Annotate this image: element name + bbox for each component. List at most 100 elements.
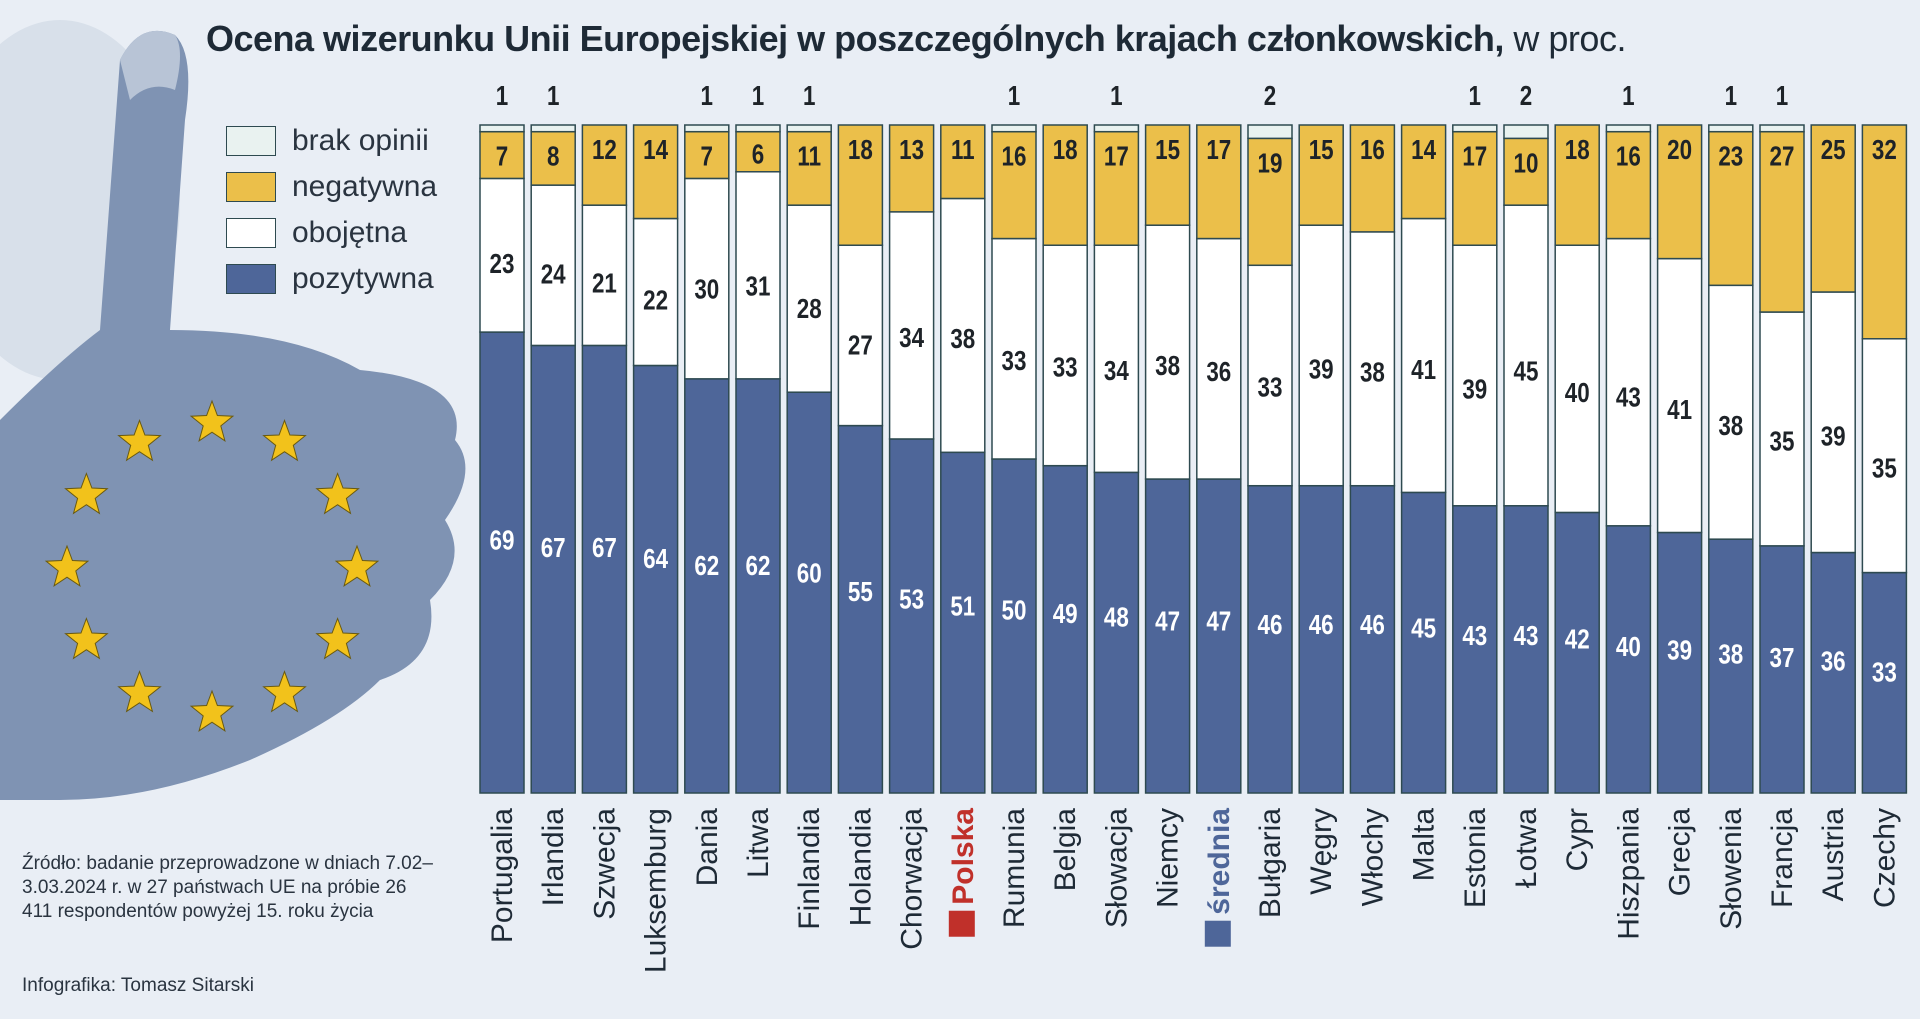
bar-segment-obojętna [530,184,576,347]
bar-Estonia: 43 39 17 1 [1452,81,1498,794]
bar-Niemcy: 47 38 15 [1144,124,1191,794]
value-label: 33 [1002,346,1027,377]
category-label: Grecja [1664,808,1697,897]
category-label: średnia [1203,808,1236,915]
bar-segment-negatywna [940,124,986,200]
value-label: 38 [1718,639,1743,670]
value-label: 12 [592,135,617,166]
value-label: 43 [1462,621,1487,652]
category-label: Polska [947,808,980,905]
value-label: 38 [1360,357,1385,388]
value-label: 10 [1514,148,1539,179]
value-label: 47 [1206,606,1231,637]
bar-segment-negatywna [1247,137,1293,267]
value-label: 1 [1776,81,1788,112]
value-label: 47 [1155,606,1180,637]
bar-Malta: 45 41 14 [1400,124,1447,794]
category-label: Francja [1766,808,1799,908]
title-unit: w proc. [1513,18,1626,59]
bar-segment-pozytywna [1196,478,1242,794]
value-label: 43 [1514,621,1539,652]
bar-segment-pozytywna [1503,505,1549,794]
bar-segment-brak-opinii [1247,124,1293,140]
legend-swatch [226,264,276,294]
star-icon [262,670,307,713]
value-label: 64 [643,544,668,575]
bar-segment-pozytywna [479,331,525,794]
bar-segment-obojętna [1656,257,1703,534]
value-label: 7 [701,141,713,172]
bar-Belgia: 49 33 18 [1042,124,1088,794]
value-label: 36 [1821,646,1846,677]
value-label: 1 [1469,81,1481,112]
bar-Cypr: 42 40 18 [1554,124,1600,794]
bar-segment-pozytywna [1349,484,1396,794]
bar-segment-pozytywna [1042,464,1088,794]
value-label: 67 [541,533,566,564]
bar-segment-obojętna [1400,217,1447,494]
bar-segment-pozytywna [735,378,781,794]
category-label: Irlandia [537,808,570,907]
value-label: 40 [1565,378,1590,409]
legend-item-negatywna: negatywna [226,164,437,210]
bar-segment-negatywna [1298,124,1344,226]
value-label: 41 [1667,395,1692,426]
bar-Czechy: 33 35 32 [1861,124,1908,794]
bar-segment-brak-opinii [1452,124,1498,133]
value-label: 14 [643,135,668,166]
star-icon [64,617,109,660]
value-label: 34 [899,322,924,353]
category-label: Chorwacja [896,808,929,950]
bar-segment-brak-opinii [786,124,832,133]
bar-segment-brak-opinii [479,124,525,133]
legend-item-obojetna: obojętna [226,210,437,256]
bar-segment-pozytywna [1144,478,1191,794]
value-label: 1 [1008,81,1020,112]
bar-segment-negatywna [735,130,781,173]
value-label: 13 [899,135,924,166]
category-label: Dania [691,808,724,887]
value-label: 25 [1821,135,1846,166]
bar-segment-obojętna [1861,338,1908,574]
bar-Dania: 62 30 7 1 [684,81,730,794]
value-label: 38 [1718,411,1743,442]
bar-segment-negatywna [530,130,576,186]
value-label: 23 [1718,141,1743,172]
bar-segment-negatywna [1861,124,1908,340]
thumbs-up-eu-illustration [0,20,466,800]
bar-Włochy: 46 38 16 [1349,124,1396,794]
value-label: 31 [746,271,771,302]
bar-segment-brak-opinii [735,124,781,133]
bar-Łotwa: 43 45 10 2 [1503,81,1549,794]
value-label: 42 [1565,624,1590,655]
value-label: 38 [950,324,975,355]
bar-segment-negatywna [1708,130,1754,287]
value-label: 50 [1002,595,1027,626]
bar-segment-negatywna [1452,130,1498,246]
star-icon [64,472,109,515]
bar-segment-obojętna [735,171,781,380]
value-label: 22 [643,285,668,316]
bar-segment-negatywna [837,124,884,246]
value-label: 30 [694,274,719,305]
value-label: 8 [547,141,559,172]
legend-label: obojętna [292,216,408,249]
title-text: Ocena wizerunku Unii Europejskiej w posz… [206,18,1504,59]
value-label: 14 [1411,135,1436,166]
value-label: 16 [1002,141,1027,172]
category-label: Belgia [1049,808,1082,892]
value-label: 49 [1053,599,1078,630]
value-label: 46 [1258,610,1283,641]
bar-Francja: 37 35 27 1 [1759,81,1805,794]
value-label: 15 [1155,135,1180,166]
bar-Grecja: 39 41 20 [1656,124,1703,794]
value-label: 2 [1264,81,1276,112]
chart-title: Ocena wizerunku Unii Europejskiej w posz… [206,18,1626,60]
bar-segment-obojętna [1605,237,1652,527]
bar-Litwa: 62 31 6 1 [735,81,781,794]
bar-segment-brak-opinii [1093,124,1140,133]
value-label: 55 [848,577,873,608]
value-label: 11 [797,141,821,172]
bar-segment-pozytywna [786,391,832,794]
value-label: 1 [1110,81,1122,112]
